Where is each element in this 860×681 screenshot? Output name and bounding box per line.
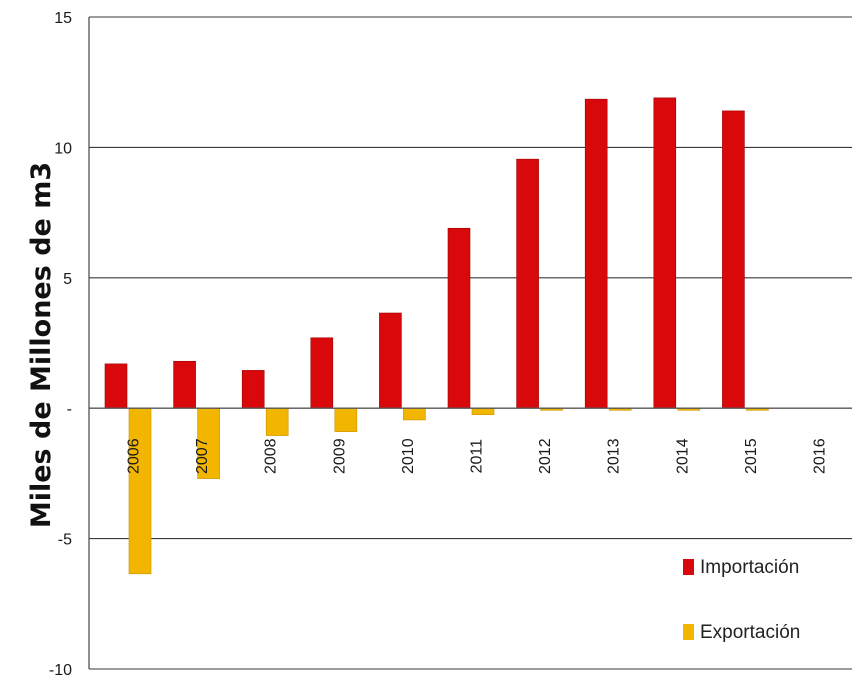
- bar-importacion-2015: [722, 110, 745, 409]
- x-tick-label: 2010: [400, 438, 417, 474]
- bar-exportacion-2009: [334, 407, 358, 432]
- legend-swatch-exportacion: [683, 624, 694, 640]
- bar-importacion-2013: [584, 98, 608, 409]
- x-tick-label: 2014: [674, 438, 691, 474]
- x-tick-label: 2008: [263, 438, 280, 474]
- bar-importacion-2014: [653, 97, 677, 409]
- bar-importacion-2010: [379, 312, 402, 409]
- y-tick-label: -10: [49, 662, 72, 679]
- bar-exportacion-2011: [471, 407, 495, 416]
- x-tick-label: 2012: [537, 438, 554, 474]
- x-tick-label: 2011: [469, 439, 486, 474]
- x-axis-ticks: 2006 2007 2008 2009 2010 2011 2012 2013 2014 2015…: [126, 438, 829, 474]
- bar-importacion-2006: [104, 363, 128, 409]
- bar-importacion-2012: [516, 158, 539, 409]
- x-tick-label: 2009: [331, 438, 348, 474]
- bar-importacion-2007: [173, 360, 196, 409]
- y-tick-label: 15: [54, 10, 72, 27]
- legend: Importación Exportación: [683, 557, 800, 643]
- bars: [104, 97, 769, 575]
- x-tick-label: 2007: [194, 438, 211, 474]
- bar-importacion-2011: [447, 227, 471, 409]
- x-tick-label: 2016: [812, 438, 829, 474]
- y-tick-label: 10: [54, 140, 72, 157]
- legend-swatch-importacion: [683, 559, 694, 575]
- bar-exportacion-2008: [265, 407, 289, 436]
- y-tick-label: -: [67, 401, 72, 418]
- y-tick-label: -5: [58, 532, 72, 549]
- bar-exportacion-2006: [128, 407, 152, 575]
- y-axis-label: Miles de Millones de m3: [26, 162, 57, 528]
- legend-label-importacion: Importación: [700, 557, 799, 578]
- legend-label-exportacion: Exportación: [700, 622, 800, 643]
- x-tick-label: 2006: [126, 438, 143, 474]
- y-axis-ticks: 15 10 5 - -5 -10: [49, 10, 72, 679]
- bar-exportacion-2010: [403, 407, 426, 421]
- x-tick-label: 2013: [606, 438, 623, 474]
- bar-importacion-2009: [310, 337, 334, 409]
- y-tick-label: 5: [63, 271, 72, 288]
- bar-importacion-2008: [241, 370, 265, 409]
- x-tick-label: 2015: [743, 438, 760, 474]
